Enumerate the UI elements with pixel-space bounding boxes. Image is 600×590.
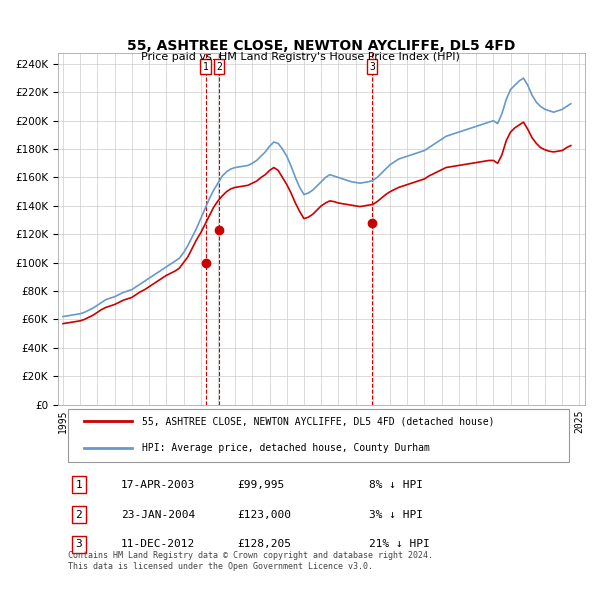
- Text: £99,995: £99,995: [237, 480, 284, 490]
- Text: 2: 2: [76, 510, 82, 520]
- Text: HPI: Average price, detached house, County Durham: HPI: Average price, detached house, Coun…: [142, 443, 430, 453]
- Text: 11-DEC-2012: 11-DEC-2012: [121, 539, 196, 549]
- Text: £123,000: £123,000: [237, 510, 291, 520]
- Text: 8% ↓ HPI: 8% ↓ HPI: [368, 480, 422, 490]
- Text: 1: 1: [203, 62, 209, 71]
- Text: 3: 3: [369, 62, 375, 71]
- Text: 3: 3: [76, 539, 82, 549]
- Title: 55, ASHTREE CLOSE, NEWTON AYCLIFFE, DL5 4FD: 55, ASHTREE CLOSE, NEWTON AYCLIFFE, DL5 …: [127, 38, 515, 53]
- Text: 23-JAN-2004: 23-JAN-2004: [121, 510, 196, 520]
- Text: £128,205: £128,205: [237, 539, 291, 549]
- Text: 17-APR-2003: 17-APR-2003: [121, 480, 196, 490]
- Text: 55, ASHTREE CLOSE, NEWTON AYCLIFFE, DL5 4FD (detached house): 55, ASHTREE CLOSE, NEWTON AYCLIFFE, DL5 …: [142, 417, 494, 427]
- Text: Price paid vs. HM Land Registry's House Price Index (HPI): Price paid vs. HM Land Registry's House …: [140, 52, 460, 62]
- FancyBboxPatch shape: [68, 409, 569, 462]
- Text: 3% ↓ HPI: 3% ↓ HPI: [368, 510, 422, 520]
- Text: 1: 1: [76, 480, 82, 490]
- Text: Contains HM Land Registry data © Crown copyright and database right 2024.
This d: Contains HM Land Registry data © Crown c…: [68, 551, 433, 571]
- Text: 21% ↓ HPI: 21% ↓ HPI: [368, 539, 430, 549]
- Text: 2: 2: [216, 62, 222, 71]
